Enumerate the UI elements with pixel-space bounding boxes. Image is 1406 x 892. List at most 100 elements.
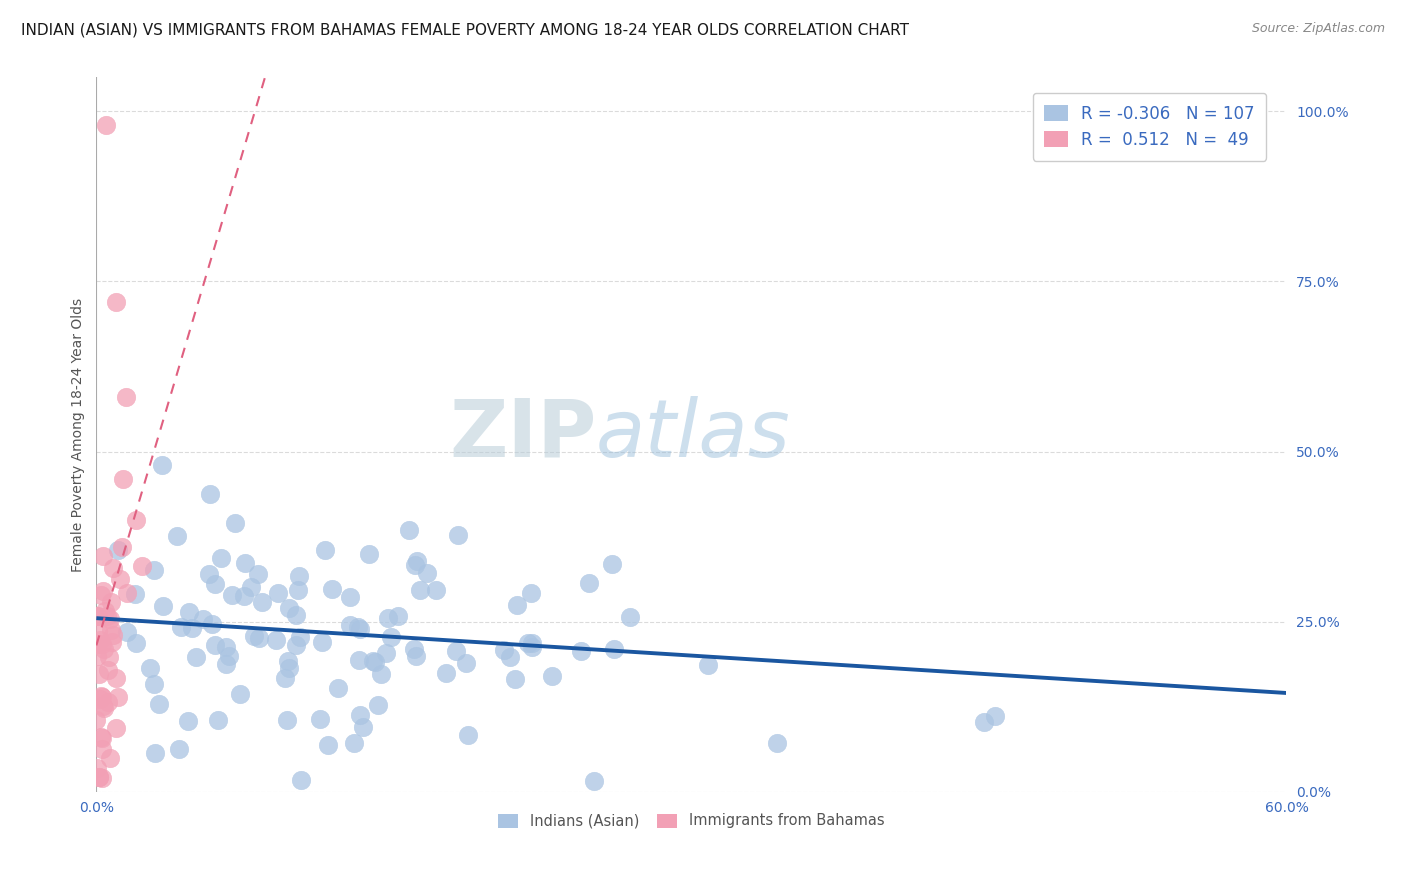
Point (233, 590, 256, 604)
Point (215, 657, 238, 672)
Text: Source: ZipAtlas.com: Source: ZipAtlas.com (1251, 22, 1385, 36)
Point (277, 654, 299, 668)
Point (101, 635, 124, 649)
Point (100, 612, 122, 626)
Point (89, 691, 111, 706)
Point (180, 622, 202, 636)
Point (246, 567, 269, 582)
Point (425, 583, 447, 598)
Point (96, 118, 118, 132)
Point (266, 633, 288, 648)
Point (207, 713, 229, 727)
Point (284, 638, 307, 652)
Point (349, 622, 371, 636)
Point (405, 649, 427, 664)
Point (311, 635, 333, 649)
Point (229, 687, 252, 701)
Point (209, 550, 232, 565)
Point (290, 772, 312, 787)
Point (86, 608, 108, 623)
Point (111, 541, 134, 555)
Point (91, 549, 114, 563)
Text: atlas: atlas (596, 395, 792, 474)
Point (398, 523, 420, 537)
Point (87, 771, 110, 785)
Point (124, 587, 146, 601)
Point (233, 556, 256, 570)
Point (86, 624, 108, 638)
Point (288, 630, 311, 644)
Point (93, 701, 115, 715)
Point (86, 713, 108, 727)
Point (603, 641, 626, 656)
Point (91, 637, 114, 651)
Point (215, 640, 238, 654)
Point (274, 671, 297, 685)
Point (321, 582, 343, 596)
Point (499, 650, 522, 665)
Point (98, 649, 121, 664)
Point (131, 559, 153, 574)
Point (243, 629, 266, 643)
Point (89, 632, 111, 647)
Point (97, 695, 120, 709)
Point (600, 557, 623, 571)
Point (494, 643, 516, 657)
Point (517, 636, 540, 650)
Point (117, 625, 139, 640)
Point (90, 588, 112, 602)
Legend: Indians (Asian), Immigrants from Bahamas: Indians (Asian), Immigrants from Bahamas (492, 807, 890, 834)
Point (143, 746, 166, 760)
Point (90, 741, 112, 756)
Point (100, 595, 122, 609)
Point (204, 638, 226, 652)
Point (457, 727, 479, 741)
Point (444, 644, 467, 658)
Point (287, 582, 309, 597)
Point (101, 627, 124, 641)
Point (288, 569, 311, 583)
Point (619, 610, 641, 624)
Point (93, 583, 115, 598)
Point (108, 572, 131, 586)
Point (309, 712, 332, 726)
Point (278, 600, 301, 615)
Point (184, 649, 207, 664)
Point (115, 585, 138, 599)
Point (166, 529, 188, 543)
Point (150, 458, 173, 472)
Point (89, 666, 111, 681)
Point (409, 583, 432, 598)
Point (973, 715, 995, 730)
Point (90, 730, 112, 744)
Point (101, 560, 124, 574)
Point (87, 770, 110, 784)
Point (198, 486, 221, 500)
Point (984, 709, 1007, 723)
Point (221, 588, 243, 602)
Point (97, 664, 120, 678)
Point (96, 609, 118, 624)
Point (578, 576, 600, 591)
Point (224, 516, 246, 531)
Point (316, 738, 339, 752)
Point (90, 690, 112, 704)
Point (387, 609, 409, 624)
Text: INDIAN (ASIAN) VS IMMIGRANTS FROM BAHAMAS FEMALE POVERTY AMONG 18-24 YEAR OLDS C: INDIAN (ASIAN) VS IMMIGRANTS FROM BAHAMA… (21, 22, 910, 37)
Point (404, 558, 426, 573)
Point (167, 742, 190, 756)
Point (367, 698, 389, 712)
Point (176, 714, 198, 728)
Point (148, 698, 170, 712)
Point (218, 649, 240, 664)
Point (143, 677, 166, 691)
Point (377, 611, 399, 625)
Point (91, 771, 114, 785)
Point (197, 567, 219, 582)
Point (276, 713, 298, 727)
Point (247, 631, 270, 645)
Point (503, 672, 526, 686)
Point (402, 641, 425, 656)
Point (143, 563, 166, 577)
Point (370, 667, 392, 681)
